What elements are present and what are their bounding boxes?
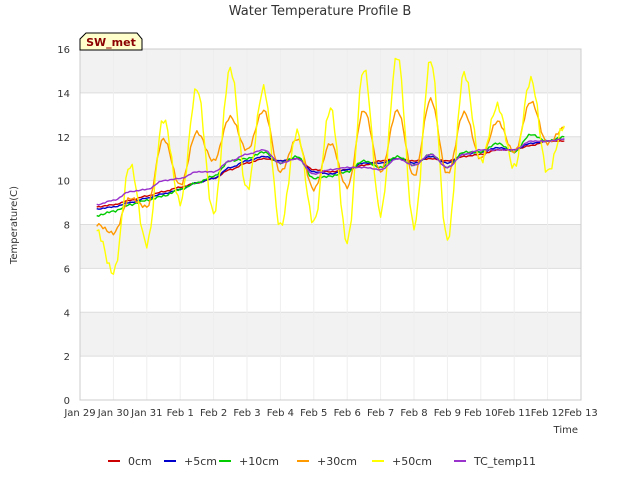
legend-label: 0cm <box>128 455 152 468</box>
x-tick-label: Feb 12 <box>531 408 565 419</box>
series-line-30cm <box>96 97 565 236</box>
y-tick-label: 10 <box>57 177 70 188</box>
station-badge: SW_met <box>79 32 143 51</box>
series-line-0cm <box>96 140 565 208</box>
x-tick-label: Feb 9 <box>434 408 461 419</box>
station-label: SW_met <box>86 36 136 49</box>
series-layer <box>96 57 565 275</box>
legend-label: TC_temp11 <box>473 455 536 468</box>
x-tick-label: Feb 13 <box>564 408 598 419</box>
y-tick-label: 2 <box>64 352 70 363</box>
x-tick-label: Feb 11 <box>497 408 531 419</box>
x-tick-label: Jan 30 <box>97 408 129 419</box>
y-tick-label: 12 <box>57 133 70 144</box>
y-tick-label: 4 <box>64 308 70 319</box>
legend-label: +10cm <box>239 455 279 468</box>
plot-band <box>80 224 581 269</box>
y-tick-label: 6 <box>64 264 70 275</box>
x-tick-label: Feb 8 <box>400 408 427 419</box>
x-axis: Jan 29 Jan 30 Jan 31 Feb 1 Feb 2 Feb 3 Feb 4 Fe… <box>63 408 597 419</box>
x-tick-label: Feb 5 <box>300 408 327 419</box>
y-tick-label: 0 <box>64 396 70 407</box>
legend-label: +30cm <box>317 455 357 468</box>
plot-band <box>80 312 581 357</box>
x-tick-label: Jan 31 <box>130 408 162 419</box>
plot-background <box>80 49 581 400</box>
plot-band <box>80 92 581 137</box>
x-tick-label: Feb 3 <box>233 408 260 419</box>
legend-label: +5cm <box>184 455 217 468</box>
x-tick-label: Feb 2 <box>200 408 227 419</box>
y-tick-label: 14 <box>57 89 70 100</box>
x-tick-label: Feb 6 <box>334 408 361 419</box>
series-line-50cm <box>96 57 565 275</box>
plot-band <box>80 268 581 313</box>
plot-frame <box>79 48 582 401</box>
station-badge-shape <box>79 32 143 51</box>
x-tick-label: Jan 29 <box>63 408 95 419</box>
x-tick-label: Feb 4 <box>267 408 294 419</box>
y-tick-label: 8 <box>64 221 70 232</box>
chart-title: Water Temperature Profile B <box>229 4 412 19</box>
plot-band <box>80 180 581 225</box>
series-line-tctemp11 <box>96 138 565 206</box>
y-tick-label: 16 <box>57 45 70 56</box>
x-tick-label: Feb 1 <box>167 408 194 419</box>
legend-label: +50cm <box>392 455 432 468</box>
plot-band <box>80 49 581 93</box>
x-tick-label: Feb 10 <box>464 408 498 419</box>
y-axis-label: Temperature(C) <box>9 186 20 265</box>
plot-band <box>80 356 581 400</box>
x-axis-label: Time <box>553 425 578 436</box>
legend: 0cm +5cm +10cm +30cm +50cm TC_temp11 <box>108 455 536 468</box>
y-axis: 0 2 4 6 8 10 12 14 16 <box>57 45 70 407</box>
x-tick-label: Feb 7 <box>367 408 394 419</box>
